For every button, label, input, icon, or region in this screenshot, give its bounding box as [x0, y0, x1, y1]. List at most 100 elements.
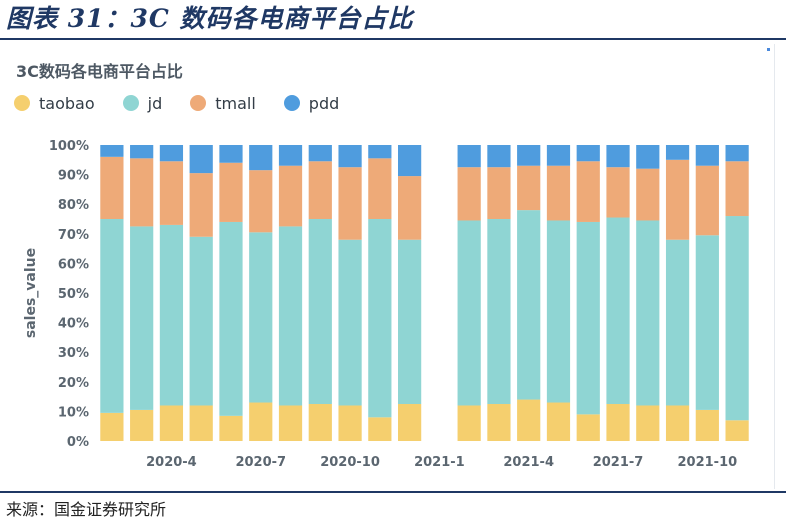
bar-segment-pdd — [695, 145, 719, 166]
legend-label-taobao: taobao — [39, 93, 95, 113]
bar-segment-pdd — [457, 145, 481, 168]
bar-segment-tmall — [665, 159, 690, 240]
bar-segment-pdd — [368, 145, 392, 159]
y-tick-label: 40% — [58, 317, 89, 332]
bar-segment-taobao — [159, 405, 184, 441]
legend-item-tmall[interactable]: tmall — [190, 94, 256, 113]
y-tick-label: 70% — [58, 228, 89, 243]
title-rule — [0, 38, 786, 40]
bar-segment-pdd — [100, 145, 124, 157]
bar-segment-pdd — [546, 145, 571, 166]
x-tick-label: 2021-7 — [593, 455, 644, 470]
bar-segment-taobao — [636, 405, 660, 441]
bar-segment-taobao — [695, 409, 719, 441]
bar-segment-taobao — [130, 409, 154, 441]
bar-segment-jd — [665, 239, 690, 406]
bar-segment-taobao — [725, 420, 749, 441]
bar-segment-tmall — [606, 167, 630, 218]
bar-segment-jd — [278, 226, 303, 406]
x-tick-label: 2021-1 — [414, 455, 465, 470]
y-tick-label: 30% — [58, 346, 89, 361]
bar-segment-tmall — [219, 162, 243, 222]
bar-segment-pdd — [308, 145, 332, 162]
source-rule — [0, 491, 786, 493]
bar-segment-tmall — [457, 167, 481, 221]
bar-segment-taobao — [398, 404, 422, 441]
legend-item-pdd[interactable]: pdd — [283, 93, 340, 113]
bar-segment-taobao — [308, 404, 332, 441]
bar-segment-jd — [189, 236, 213, 406]
legend-label-pdd: pdd — [308, 93, 340, 113]
bar-segment-taobao — [100, 412, 124, 441]
bar-segment-jd — [398, 239, 422, 404]
legend-swatch-tmall — [190, 95, 207, 111]
bar-segment-jd — [159, 224, 184, 406]
y-tick-label: 90% — [58, 169, 89, 184]
bar-segment-jd — [695, 235, 719, 410]
source-note: 来源：国金证券研究所 — [6, 500, 167, 519]
bar-segment-jd — [338, 239, 362, 406]
bar-segment-taobao — [606, 404, 630, 441]
y-tick-label: 20% — [58, 376, 89, 391]
bar-segment-jd — [576, 221, 600, 415]
bar-segment-pdd — [159, 145, 184, 162]
bar-segment-jd — [546, 220, 571, 403]
bar-segment-jd — [100, 219, 124, 413]
bar-segment-jd — [368, 219, 392, 418]
bar-segment-tmall — [189, 173, 213, 237]
bar-segment-tmall — [695, 165, 719, 236]
y-tick-label: 50% — [58, 287, 89, 302]
bar-segment-taobao — [487, 404, 511, 441]
bar-segment-tmall — [368, 158, 392, 219]
bar-segment-jd — [130, 226, 154, 410]
bar-segment-jd — [636, 220, 660, 406]
legend-swatch-jd — [122, 95, 139, 111]
chart-title: 3C数码各电商平台占比 — [16, 62, 183, 81]
bar-segment-jd — [457, 220, 481, 406]
bar-segment-tmall — [546, 165, 571, 221]
bar-segment-pdd — [487, 145, 511, 168]
bar-segment-jd — [249, 232, 273, 403]
y-tick-label: 0% — [67, 435, 89, 450]
legend-label-tmall: tmall — [215, 93, 256, 113]
bar-segment-taobao — [219, 415, 243, 441]
bar-segment-taobao — [576, 414, 600, 441]
bar-segment-tmall — [159, 161, 184, 225]
bar-segment-pdd — [665, 145, 690, 160]
bar-segment-taobao — [189, 405, 213, 441]
bar-segment-pdd — [338, 145, 362, 168]
bar-segment-pdd — [130, 145, 154, 159]
bar-segment-jd — [219, 221, 243, 416]
x-tick-label: 2021-10 — [678, 455, 738, 470]
x-tick-label: 2020-4 — [146, 455, 197, 470]
bar-segment-tmall — [338, 167, 362, 240]
bar-segment-taobao — [665, 405, 690, 441]
bar-segment-taobao — [249, 402, 273, 441]
bar-segment-tmall — [308, 161, 332, 219]
bar-segment-pdd — [219, 145, 243, 163]
bar-segment-tmall — [398, 176, 422, 240]
y-tick-label: 100% — [49, 139, 89, 154]
bar-segment-pdd — [249, 145, 273, 171]
x-tick-label: 2020-7 — [235, 455, 286, 470]
bar-segment-pdd — [606, 145, 630, 168]
panel-corner-marker — [767, 48, 770, 51]
y-tick-label: 60% — [58, 257, 89, 272]
x-tick-label: 2020-10 — [320, 455, 380, 470]
bar-segment-taobao — [368, 417, 392, 441]
bar-segment-pdd — [576, 145, 600, 162]
bar-segment-tmall — [130, 158, 154, 227]
bar-segment-jd — [517, 210, 541, 400]
legend-swatch-pdd — [283, 95, 300, 111]
bar-segment-taobao — [517, 399, 541, 441]
bar-segment-taobao — [457, 405, 481, 441]
bar-segment-pdd — [189, 145, 213, 174]
x-tick-label: 2021-4 — [503, 455, 554, 470]
legend-item-taobao[interactable]: taobao — [14, 94, 95, 113]
legend-item-jd[interactable]: jd — [122, 94, 162, 113]
y-tick-label: 80% — [58, 198, 89, 213]
bar-segment-tmall — [249, 170, 273, 233]
bar-segment-pdd — [517, 145, 541, 166]
legend-swatch-taobao — [14, 95, 30, 111]
bar-segment-tmall — [576, 161, 600, 222]
